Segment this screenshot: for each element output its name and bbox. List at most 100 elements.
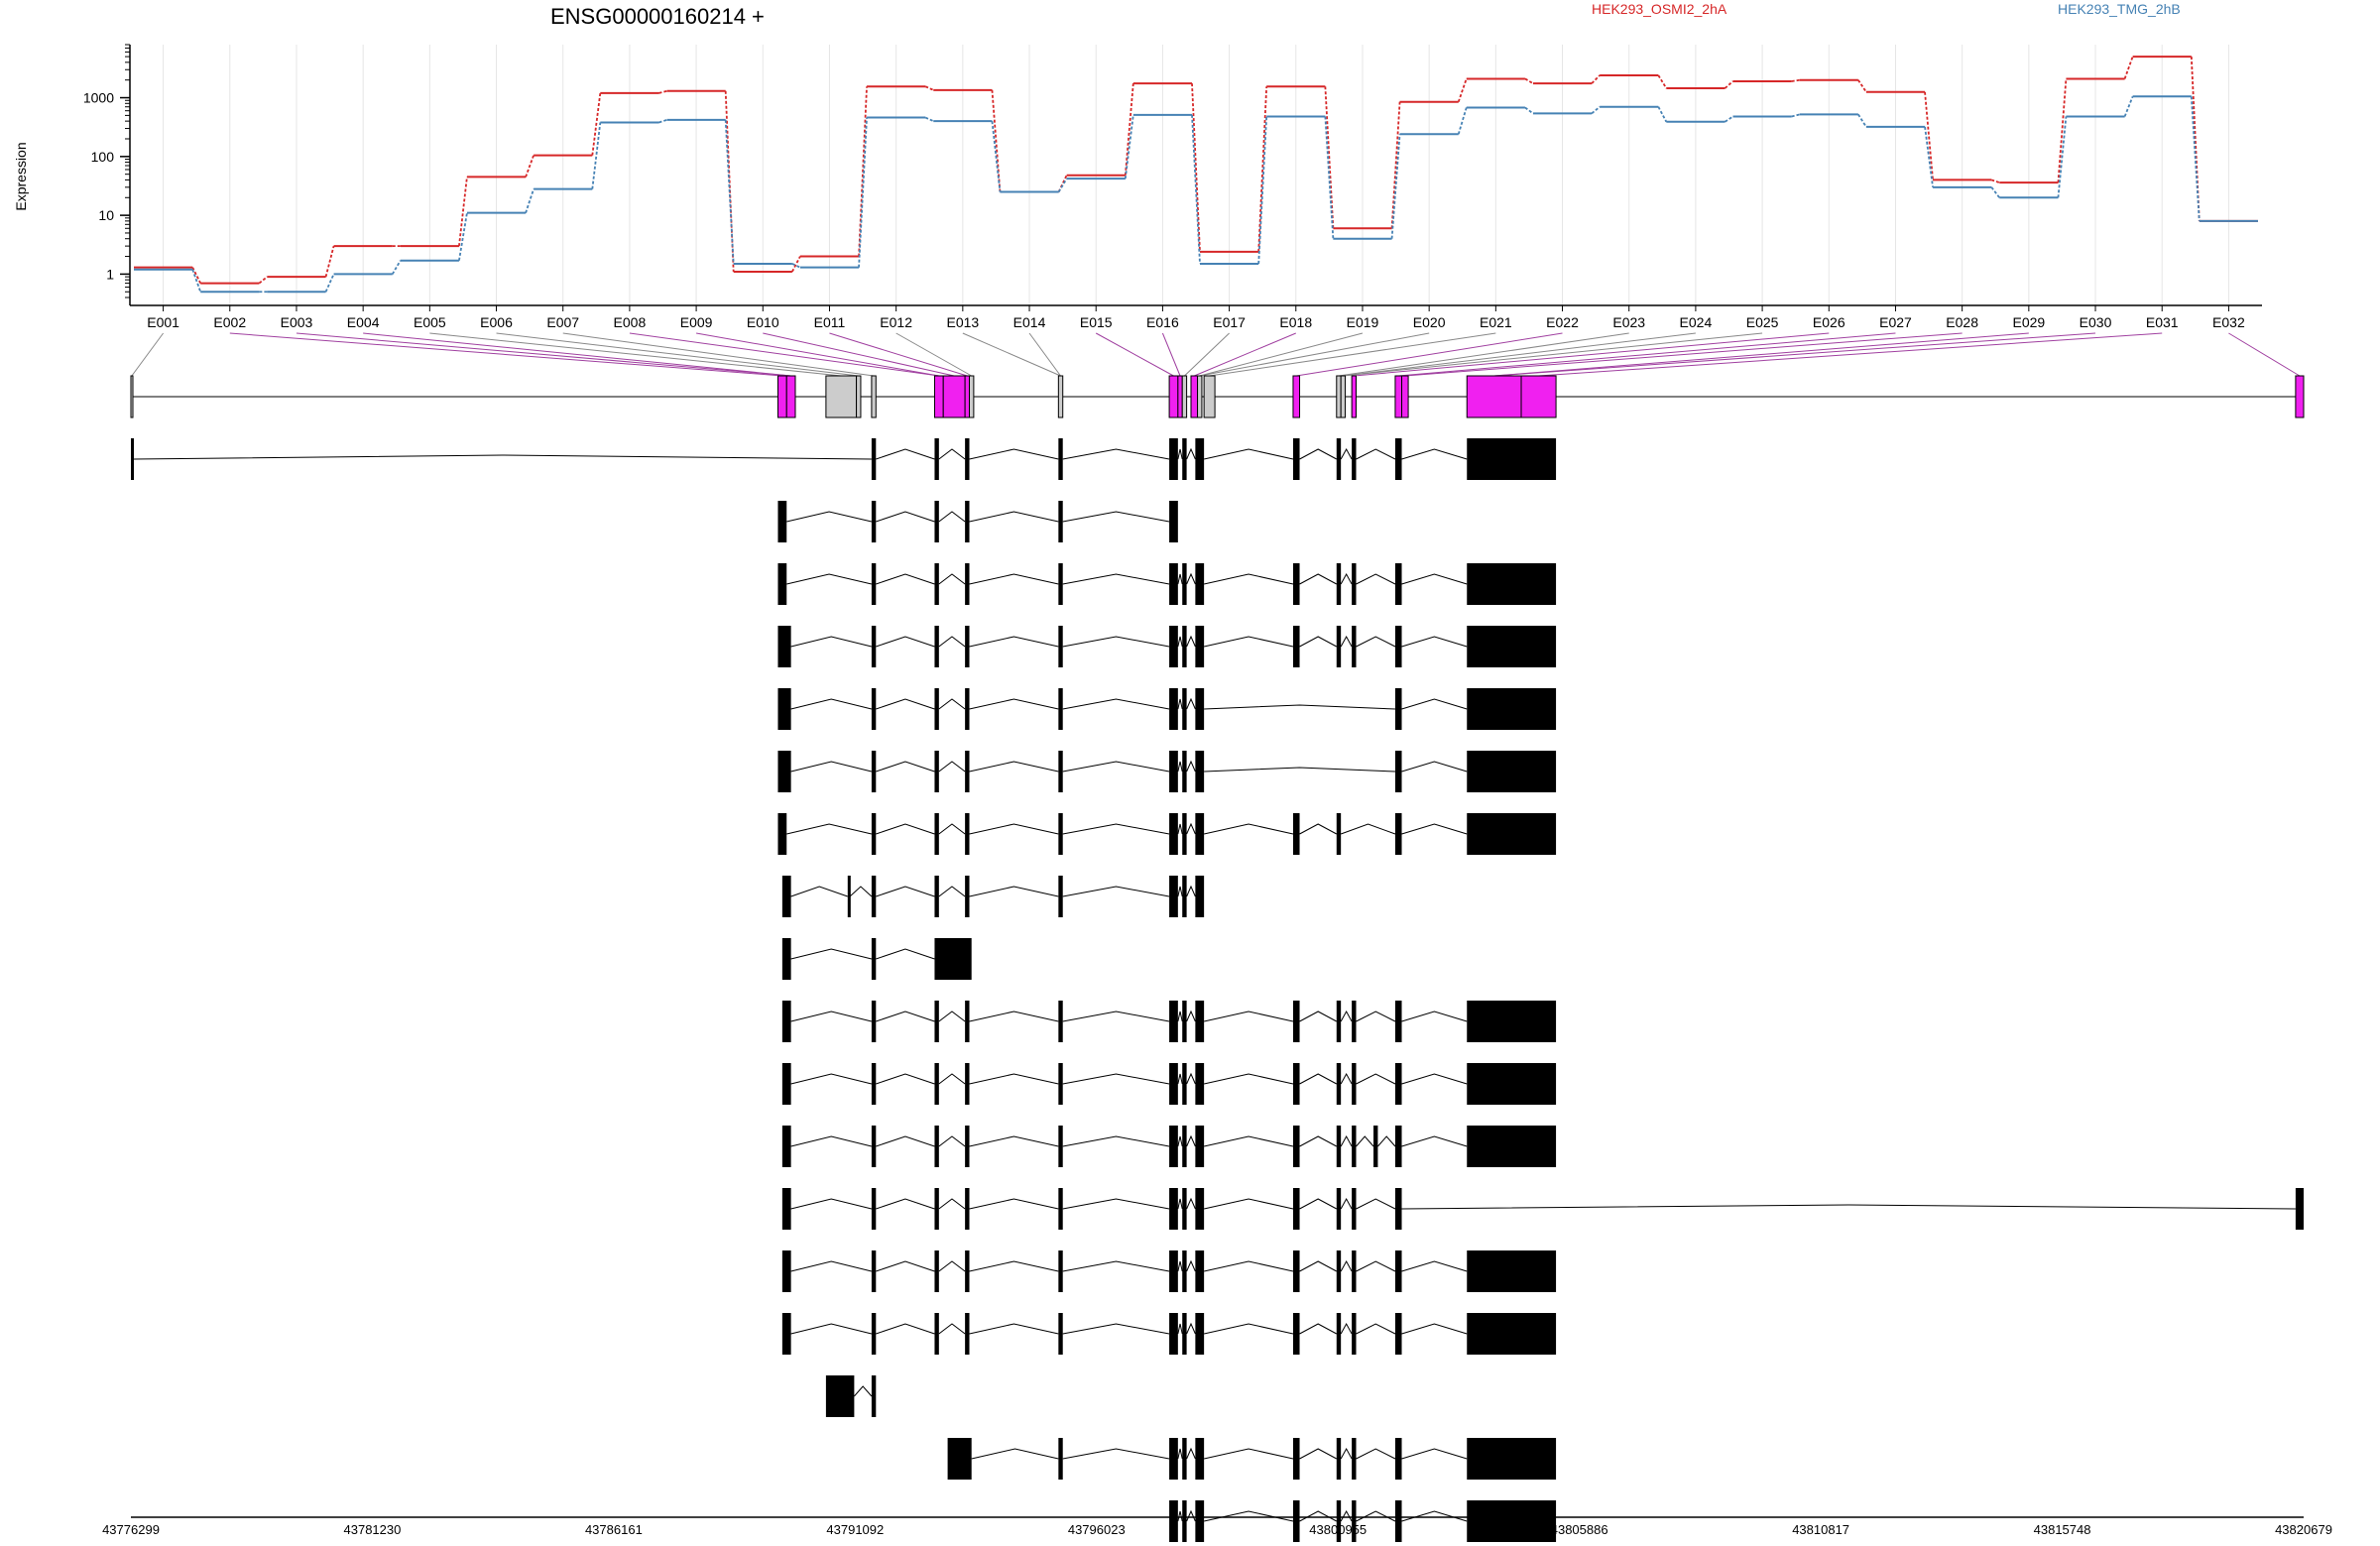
transcript-exon (934, 876, 939, 917)
series-connector (991, 121, 1002, 192)
intron (786, 573, 873, 585)
transcript-exon (1182, 563, 1187, 605)
intron (1177, 823, 1183, 835)
transcript-exon (1394, 1063, 1402, 1105)
transcript-exon (871, 751, 877, 792)
coord-tick-label: 43786161 (585, 1522, 643, 1537)
transcript-exon (1169, 688, 1178, 730)
transcript-exon (1336, 813, 1342, 855)
transcript-exon (965, 1126, 970, 1167)
intron (938, 761, 966, 773)
transcript-7 (777, 813, 1557, 855)
exon-label: E025 (1746, 314, 1779, 330)
intron (969, 1323, 1059, 1335)
exon-label: E021 (1480, 314, 1512, 330)
series-connector (1324, 116, 1335, 239)
exon-bin-3 (785, 375, 796, 418)
intron (1186, 1259, 1196, 1272)
intron (1204, 1260, 1294, 1272)
transcript-exon (1195, 813, 1205, 855)
series-connector (1457, 78, 1468, 103)
intron (1204, 1510, 1294, 1522)
transcript-exon (1292, 1250, 1300, 1292)
exon-connector (1095, 332, 1174, 377)
intron (1204, 573, 1294, 585)
series-connector (525, 155, 535, 178)
transcript-exon (1352, 563, 1357, 605)
intron (1299, 823, 1338, 835)
intron (854, 1385, 873, 1397)
intron (790, 1323, 873, 1335)
series-connector (391, 260, 402, 275)
intron (1356, 1323, 1396, 1335)
exon-connector (962, 332, 1061, 377)
transcript-exon (1467, 1001, 1557, 1042)
intron (1062, 886, 1170, 897)
transcript-exon (1352, 1001, 1357, 1042)
transcript-exon (1336, 438, 1342, 480)
transcript-exon (1292, 1126, 1300, 1167)
transcript-exon (1169, 501, 1178, 542)
transcript-exon (781, 1188, 791, 1230)
transcript-exon (965, 501, 970, 542)
transcript-exon (1292, 1188, 1300, 1230)
transcript-exon (934, 938, 972, 980)
exon-connector (763, 332, 955, 377)
transcript-exon (871, 1126, 877, 1167)
transcript-exon (934, 1126, 939, 1167)
exon-bin-8 (942, 375, 966, 418)
transcript-exon (1195, 1188, 1205, 1230)
transcript-exon (1169, 1250, 1178, 1292)
transcript-16 (825, 1375, 877, 1417)
intron (1299, 1073, 1338, 1085)
intron (1340, 1134, 1353, 1147)
exon-bin-14 (1181, 375, 1188, 418)
gene-model (130, 375, 2305, 418)
intron (790, 1198, 873, 1210)
transcript-exon (934, 626, 939, 667)
intron (1401, 1073, 1468, 1085)
transcript-exon (1336, 1063, 1342, 1105)
series-connector (858, 117, 868, 268)
exon-bin-9 (964, 375, 971, 418)
intron (1356, 573, 1396, 585)
intron (969, 761, 1059, 773)
intron (969, 698, 1059, 710)
intron (1062, 1260, 1170, 1272)
series-connector (924, 85, 934, 91)
transcript-exon (781, 1313, 791, 1355)
intron (1340, 1322, 1353, 1335)
intron (1356, 636, 1396, 648)
intron (1401, 1510, 1468, 1522)
transcript-exon (1195, 1001, 1205, 1042)
transcript-exon (871, 938, 877, 980)
intron (1356, 1198, 1396, 1210)
exon-bin-19 (1336, 375, 1342, 418)
transcript-exon (1394, 751, 1402, 792)
transcript-exon (1394, 688, 1402, 730)
exon-label: E013 (946, 314, 979, 330)
intron (1299, 1448, 1338, 1460)
transcript-exon (1182, 1126, 1187, 1167)
transcript-exon (1182, 1188, 1187, 1230)
transcript-exon (1292, 438, 1300, 480)
intron (1177, 1073, 1183, 1085)
intron (1340, 572, 1353, 585)
series-connector (1057, 178, 1068, 192)
exon-connector (1161, 332, 1181, 377)
intron (876, 1073, 935, 1085)
exon-connector (1404, 332, 1963, 377)
intron (876, 573, 935, 585)
intron (1401, 636, 1468, 648)
transcript-exon (1394, 1126, 1402, 1167)
series-connector (525, 188, 535, 213)
series-connector (1057, 175, 1068, 192)
exon-label: E010 (747, 314, 779, 330)
intron (969, 511, 1059, 523)
exon-label: E026 (1813, 314, 1845, 330)
intron (1177, 1011, 1183, 1022)
intron (1356, 1448, 1396, 1460)
coord-tick-label: 43796023 (1068, 1522, 1126, 1537)
intron (1186, 1072, 1196, 1085)
